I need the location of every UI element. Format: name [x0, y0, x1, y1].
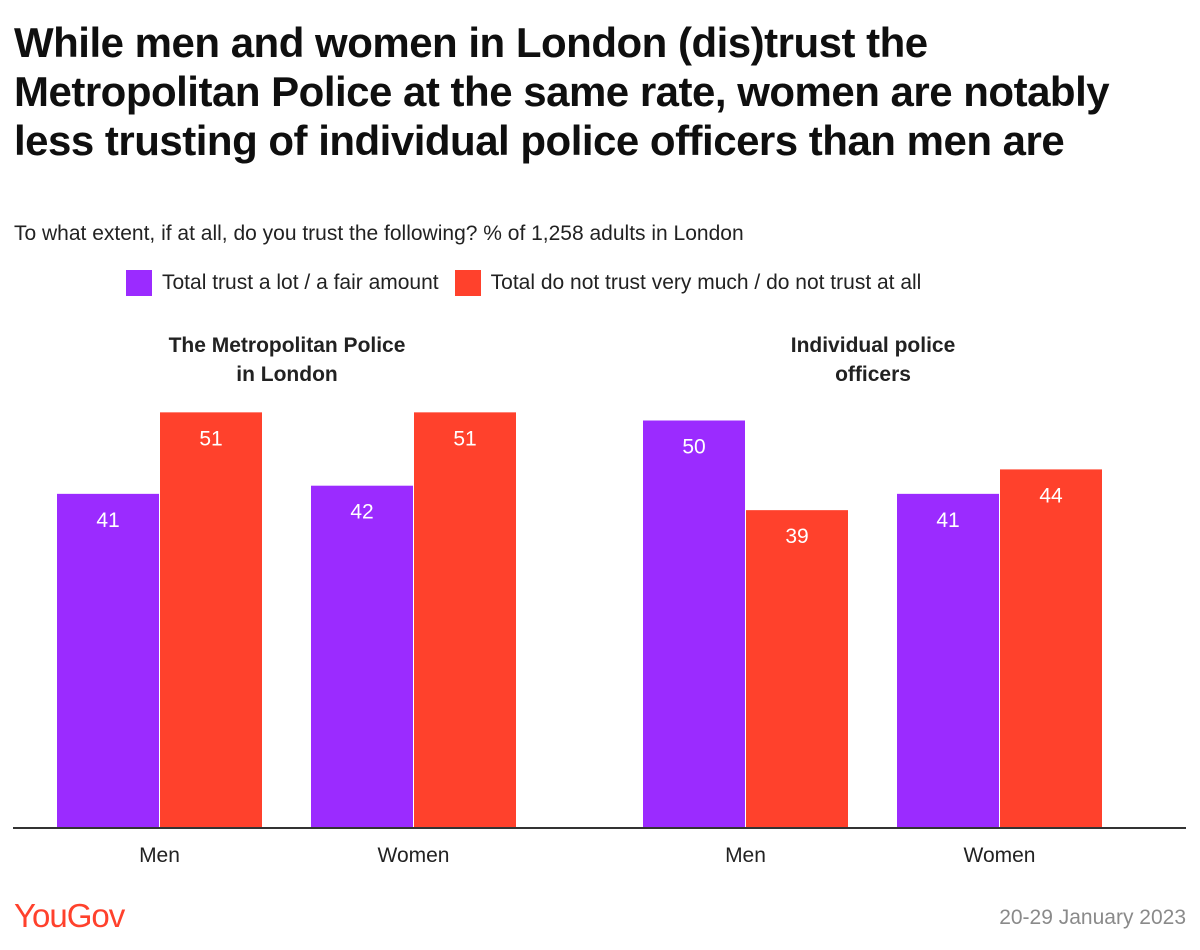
legend-label-trust: Total trust a lot / a fair amount: [162, 271, 439, 294]
bar-the-metropolitan-police-in-london-men-distrust: [160, 412, 262, 828]
bar-individual-police-officers-women-distrust: [1000, 469, 1102, 828]
legend: Total trust a lot / a fair amount Total …: [126, 270, 937, 296]
fieldwork-date: 20-29 January 2023: [999, 906, 1186, 929]
legend-swatch-trust: [126, 270, 152, 296]
legend-item-distrust: Total do not trust very much / do not tr…: [454, 270, 922, 296]
bar-the-metropolitan-police-in-london-women-trust: [311, 485, 413, 828]
data-label-men-trust: 50: [682, 436, 705, 459]
data-label-men-distrust: 51: [199, 427, 222, 450]
legend-label-distrust: Total do not trust very much / do not tr…: [490, 271, 922, 294]
panel-title-2-line-1: Individual police: [791, 334, 956, 357]
data-label-men-trust: 41: [96, 509, 119, 532]
bar-individual-police-officers-women-trust: [897, 493, 999, 828]
legend-item-trust: Total trust a lot / a fair amount: [126, 270, 439, 296]
panel-title-1-line-1: The Metropolitan Police: [169, 334, 406, 357]
bar-the-metropolitan-police-in-london-men-trust: [57, 493, 159, 828]
data-label-women-trust: 42: [350, 501, 373, 524]
legend-swatch-distrust: [454, 270, 481, 296]
panel-title-1-line-2: in London: [236, 363, 337, 386]
data-label-men-distrust: 39: [785, 525, 808, 548]
chart-subtitle: To what extent, if at all, do you trust …: [14, 222, 744, 245]
bar-the-metropolitan-police-in-london-women-distrust: [414, 412, 516, 828]
panel-title-2-line-2: officers: [835, 363, 911, 386]
bar-individual-police-officers-men-distrust: [746, 510, 848, 828]
data-label-women-distrust: 51: [453, 427, 476, 450]
category-label-men: Men: [725, 844, 766, 867]
category-label-women: Women: [964, 844, 1036, 867]
data-label-women-distrust: 44: [1039, 484, 1063, 507]
category-label-men: Men: [139, 844, 180, 867]
category-label-women: Women: [378, 844, 450, 867]
data-label-women-trust: 41: [936, 509, 959, 532]
chart-title: While men and women in London (dis)trust…: [14, 19, 1110, 164]
bar-individual-police-officers-men-trust: [643, 420, 745, 828]
yougov-logo: YouGov: [14, 897, 125, 934]
